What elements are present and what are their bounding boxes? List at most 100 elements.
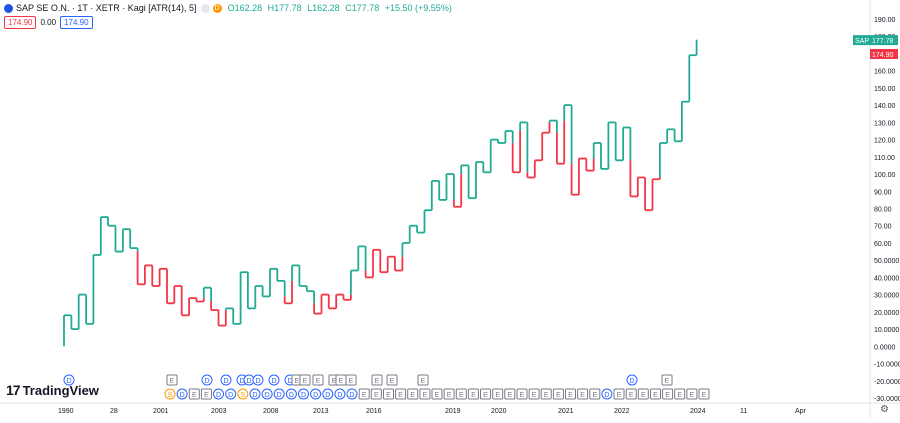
eye-icon[interactable] [200, 3, 210, 13]
earnings-marker [386, 374, 398, 386]
earnings-marker [166, 374, 178, 386]
event-label: D [66, 378, 71, 385]
x-tick-label: Apr [795, 408, 807, 415]
y-tick-label: 150.00 [874, 86, 896, 93]
event-label: E [617, 392, 622, 399]
x-tick-label: 2022 [614, 408, 630, 415]
dividend-marker [213, 388, 224, 400]
y-tick-label: 120.00 [874, 138, 896, 145]
x-tick-label: 1990 [58, 408, 74, 415]
event-label: D [301, 392, 306, 399]
event-label: D [246, 378, 251, 385]
dividend-marker [176, 388, 188, 400]
ohlc-values: O162.28 H177.78 L162.28 C177.78 +15.50 (… [228, 3, 455, 13]
event-label: E [520, 392, 525, 399]
input-box-blue[interactable]: 174.90 [60, 16, 93, 29]
x-tick-label: 2016 [366, 408, 382, 415]
event-label: S [168, 392, 173, 399]
earnings-marker [540, 388, 552, 400]
dividend-marker [334, 388, 346, 400]
symbol-title[interactable]: SAP SE O.N. · 1T · XETR · Kagi [ATR(14),… [16, 3, 197, 13]
earnings-marker [345, 374, 357, 386]
dividend-marker [252, 374, 264, 386]
event-label: E [423, 392, 428, 399]
earnings-marker [516, 388, 528, 400]
y-tick-label: 90.00 [874, 189, 892, 196]
dividend-marker [310, 388, 322, 400]
symbol-tag-label: SAP [855, 38, 869, 45]
y-tick-label: 40.0000 [874, 275, 899, 282]
y-tick-label: 100.00 [874, 172, 896, 179]
earnings-marker [188, 388, 200, 400]
event-label: D [239, 378, 244, 385]
event-label: D [216, 392, 221, 399]
event-label: E [677, 392, 682, 399]
event-label: E [702, 392, 707, 399]
price-labels: SAP 177.78 174.90 [853, 35, 898, 59]
input-box-red[interactable]: 174.90 [4, 16, 37, 29]
earnings-marker [552, 388, 564, 400]
last-price-tag [870, 35, 898, 46]
gear-icon[interactable]: ⚙ [880, 404, 889, 415]
event-label: E [316, 378, 321, 385]
dividend-marker [601, 388, 613, 400]
x-tick-label: 2013 [313, 408, 329, 415]
earnings-marker [528, 388, 540, 400]
prev-price-label: 174.90 [872, 52, 894, 59]
earnings-marker [625, 388, 637, 400]
event-label: D [204, 378, 209, 385]
x-tick-label: 28 [110, 408, 118, 415]
event-label: E [459, 392, 464, 399]
y-tick-label: -30.0000 [874, 396, 900, 403]
dividend-marker [346, 388, 358, 400]
event-label: E [375, 378, 380, 385]
event-label: E [483, 392, 488, 399]
earnings-marker [443, 388, 455, 400]
event-label: E [398, 392, 403, 399]
earnings-marker [371, 374, 383, 386]
x-tick-label: 2021 [558, 408, 574, 415]
earnings-marker [613, 388, 625, 400]
earnings-marker [492, 388, 504, 400]
x-tick-label: 11 [740, 408, 747, 415]
indicator-inputs: 174.90 0.00 174.90 [4, 16, 97, 29]
event-label: E [495, 392, 500, 399]
event-label: D [349, 392, 354, 399]
earnings-marker [383, 388, 394, 400]
dividend-marker [249, 388, 261, 400]
y-tick-label: 20.0000 [874, 310, 899, 317]
earnings-marker [417, 374, 429, 386]
time-axis: 1990 28 2001 2003 2008 2013 2016 2019 2020 2021 20… [58, 408, 807, 415]
event-label: D [629, 378, 634, 385]
dividend-marker [273, 388, 285, 400]
prev-price-tag [870, 49, 898, 59]
earnings-marker [661, 374, 673, 386]
dividend-marker [298, 388, 309, 400]
dividend-marker [225, 388, 237, 400]
event-label: D [180, 392, 185, 399]
split-marker [164, 388, 176, 400]
event-label: D [228, 392, 233, 399]
event-label: E [447, 392, 452, 399]
earnings-marker [467, 388, 479, 400]
event-label: E [204, 392, 209, 399]
event-label: E [580, 392, 585, 399]
earnings-marker [407, 388, 419, 400]
event-label: E [295, 378, 300, 385]
input-plain: 0.00 [40, 18, 57, 27]
tradingview-logo[interactable]: 17 TradingView [6, 382, 99, 398]
dividend-marker [63, 374, 75, 386]
event-label: E [568, 392, 573, 399]
y-tick-label: 110.00 [874, 155, 895, 162]
last-price-label: 177.78 [872, 38, 894, 45]
event-label: E [421, 378, 426, 385]
event-label: D [271, 378, 276, 385]
event-label: E [690, 392, 695, 399]
y-tick-label: -10.0000 [874, 362, 900, 369]
y-tick-label: 30.0000 [874, 293, 899, 300]
event-label: E [332, 378, 337, 385]
dividend-marker [220, 374, 232, 386]
event-label: D [265, 392, 270, 399]
